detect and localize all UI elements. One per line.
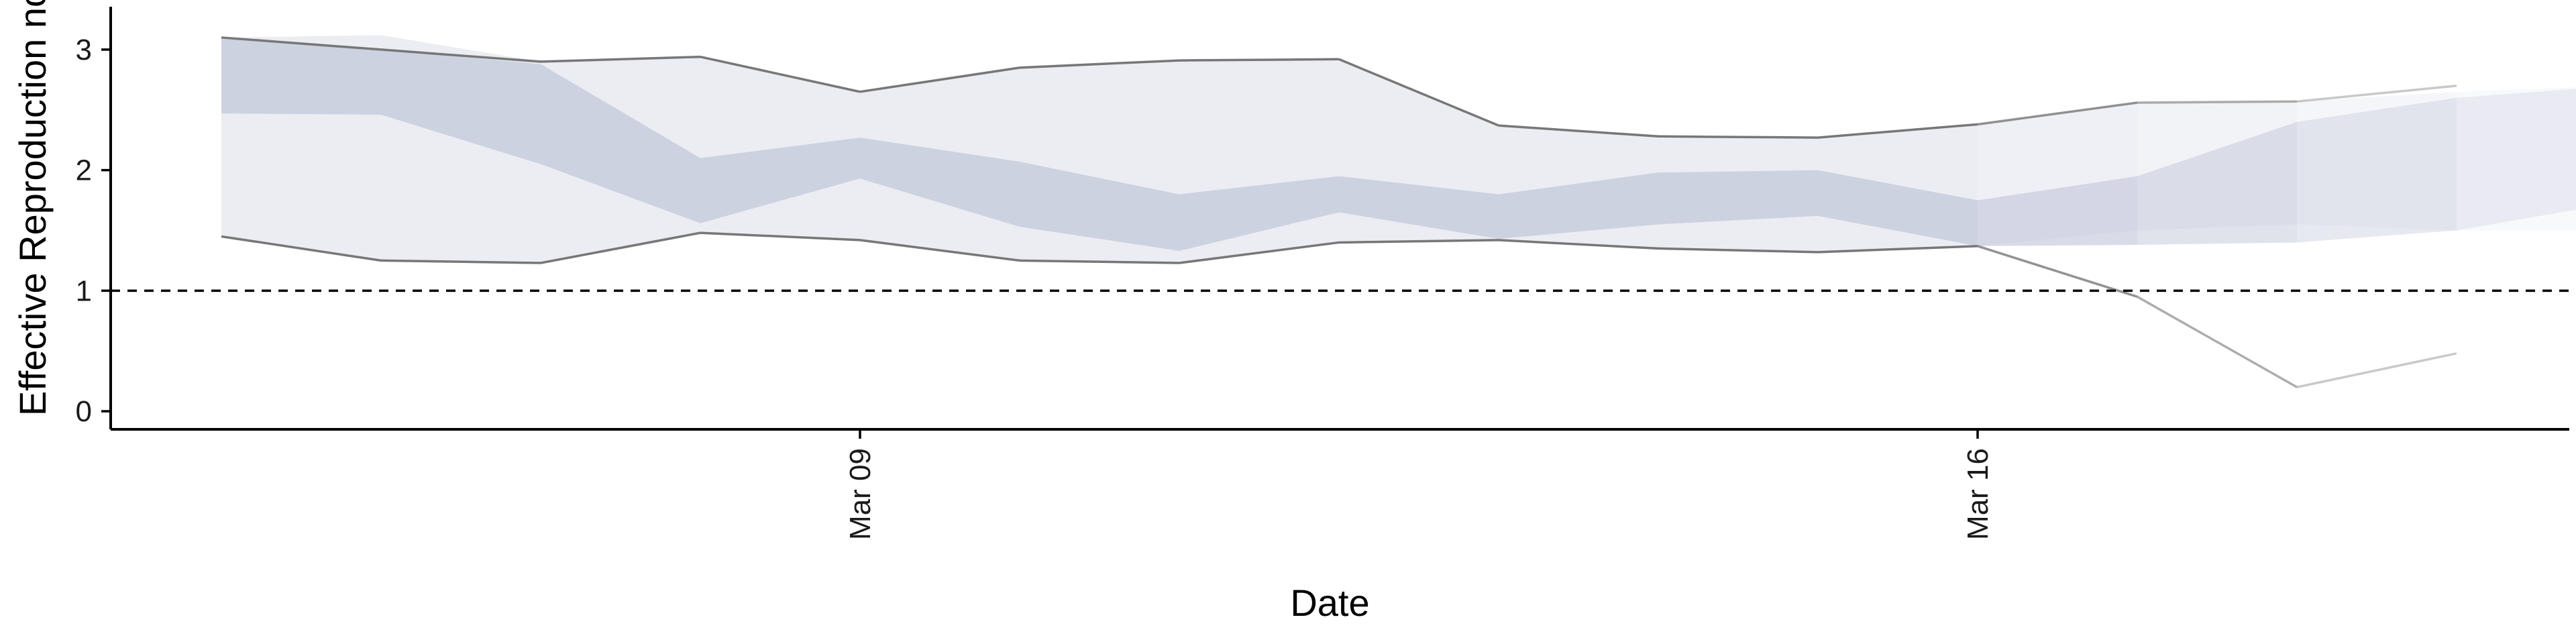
- interval-boundary-lines: [221, 36, 2457, 388]
- band-50-segment: [221, 37, 381, 115]
- y-tick-label: 1: [76, 274, 92, 307]
- band-50-segment: [381, 49, 541, 164]
- x-tick-label: Mar 09: [844, 448, 877, 540]
- lower-bound-line-segment: [1019, 259, 1180, 264]
- upper-bound-line-segment: [1498, 124, 1659, 138]
- upper-bound-line-segment: [1658, 135, 1819, 139]
- lower-bound-line-segment: [1977, 245, 2138, 298]
- lower-bound-line-segment: [859, 239, 1020, 262]
- lower-bound-line-segment: [1498, 239, 1659, 250]
- lower-bound-line-segment: [1817, 245, 1978, 254]
- band-50-segment: [2457, 89, 2576, 231]
- band-50-segment: [1978, 176, 2137, 246]
- band-50-segment: [860, 138, 1020, 227]
- upper-bound-line-segment: [700, 55, 861, 93]
- lower-bound-line-segment: [700, 231, 861, 241]
- lower-bound-line-segment: [540, 231, 701, 264]
- band-90-segment: [2457, 87, 2576, 231]
- lower-bound-line-segment: [221, 235, 382, 262]
- band-50-segment: [1658, 170, 1818, 225]
- lower-bound-line-segment: [2296, 352, 2457, 388]
- upper-bound-line-segment: [1019, 59, 1180, 69]
- band-50-segment: [1499, 172, 1658, 239]
- lower-bound-line-segment: [380, 259, 541, 264]
- x-tick-label: Mar 16: [1962, 448, 1994, 540]
- lower-bound-line-segment: [1658, 247, 1819, 254]
- upper-bound-line-segment: [2296, 85, 2457, 103]
- upper-bound-line-segment: [1179, 58, 1340, 62]
- y-axis-ticks: 0 1 2 3: [76, 34, 111, 428]
- y-tick-label: 3: [76, 34, 92, 66]
- upper-bound-line-segment: [380, 48, 541, 63]
- lower-bound-line-segment: [2137, 295, 2298, 388]
- lower-bound-line-segment: [1179, 241, 1340, 264]
- upper-bound-line-segment: [1817, 123, 1978, 139]
- band-50-segment: [1818, 170, 1978, 246]
- upper-bound-line-segment: [1977, 101, 2138, 126]
- credible-interval-bands: [221, 35, 2576, 264]
- upper-bound-line-segment: [1338, 58, 1499, 127]
- x-axis-title: Date: [1290, 582, 1369, 624]
- lower-bound-line-segment: [1338, 239, 1499, 244]
- band-50-segment: [2297, 97, 2457, 243]
- band-50-segment: [2137, 121, 2297, 246]
- y-axis-title: Effective Reproduction no: [11, 0, 54, 416]
- axes: [109, 7, 2569, 431]
- band-90-segment: [2297, 91, 2457, 231]
- band-50-segment: [541, 64, 700, 223]
- upper-bound-line-segment: [221, 36, 382, 51]
- x-axis-ticks: Mar 09 Mar 16: [844, 429, 1994, 540]
- upper-bound-line-segment: [2137, 100, 2298, 104]
- band-50-segment: [1020, 162, 1179, 252]
- band-50-segment: [1179, 176, 1339, 252]
- band-50-segment: [700, 138, 860, 223]
- y-tick-label: 2: [76, 154, 92, 187]
- y-tick-label: 0: [76, 395, 92, 428]
- upper-bound-line-segment: [540, 55, 701, 63]
- upper-bound-line-segment: [859, 66, 1020, 93]
- band-50-segment: [1339, 176, 1499, 239]
